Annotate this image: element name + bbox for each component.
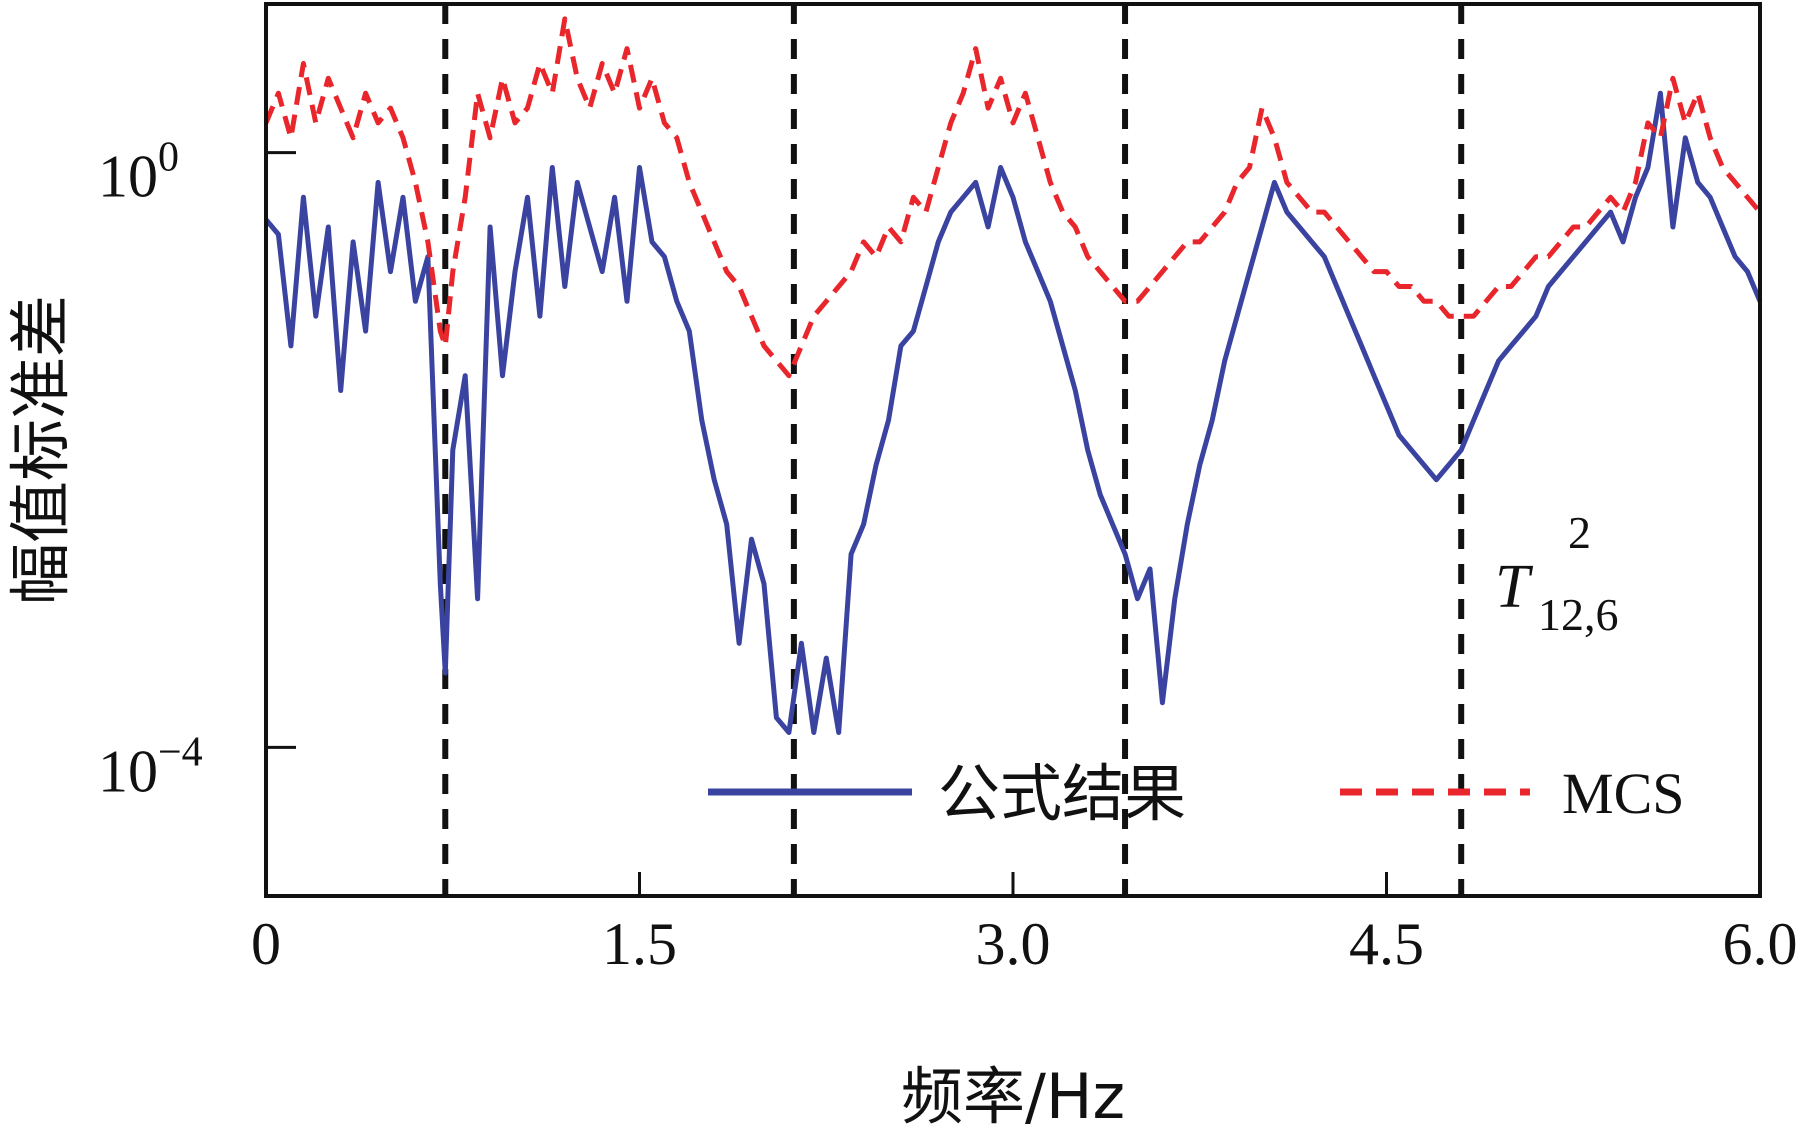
x-tick-label-0: 0 bbox=[251, 911, 281, 977]
x-axis-ticks: 0 1.5 3.0 4.5 6.0 bbox=[251, 872, 1798, 977]
legend-formula-label: 公式结果 bbox=[938, 757, 1186, 830]
y-tick-label-1: 10−4 bbox=[98, 729, 203, 804]
vertical-reference-lines bbox=[442, 4, 1465, 896]
x-tick-label-2: 3.0 bbox=[976, 911, 1051, 977]
x-axis-title: 频率/Hz bbox=[901, 1060, 1125, 1132]
legend-mcs-label: MCS bbox=[1562, 761, 1685, 826]
x-tick-label-4: 6.0 bbox=[1723, 911, 1798, 977]
x-tick-label-1: 1.5 bbox=[602, 911, 677, 977]
y-axis-ticks: 100 10−4 bbox=[98, 135, 296, 804]
y-tick-label-0: 100 bbox=[98, 135, 179, 210]
y-axis-title: 幅值标准差 bbox=[4, 295, 77, 605]
series-layer bbox=[263, 16, 1763, 735]
x-tick-label-3: 4.5 bbox=[1349, 911, 1424, 977]
series-line-mcs bbox=[263, 16, 1762, 379]
annotation-subscript: 12,6 bbox=[1538, 589, 1619, 640]
annotation-superscript: 2 bbox=[1568, 507, 1591, 558]
annotation-main: T bbox=[1495, 553, 1534, 621]
legend: 公式结果 MCS bbox=[708, 757, 1685, 830]
series-line-formula bbox=[264, 90, 1763, 735]
annotation: T 2 12,6 bbox=[1495, 507, 1619, 640]
